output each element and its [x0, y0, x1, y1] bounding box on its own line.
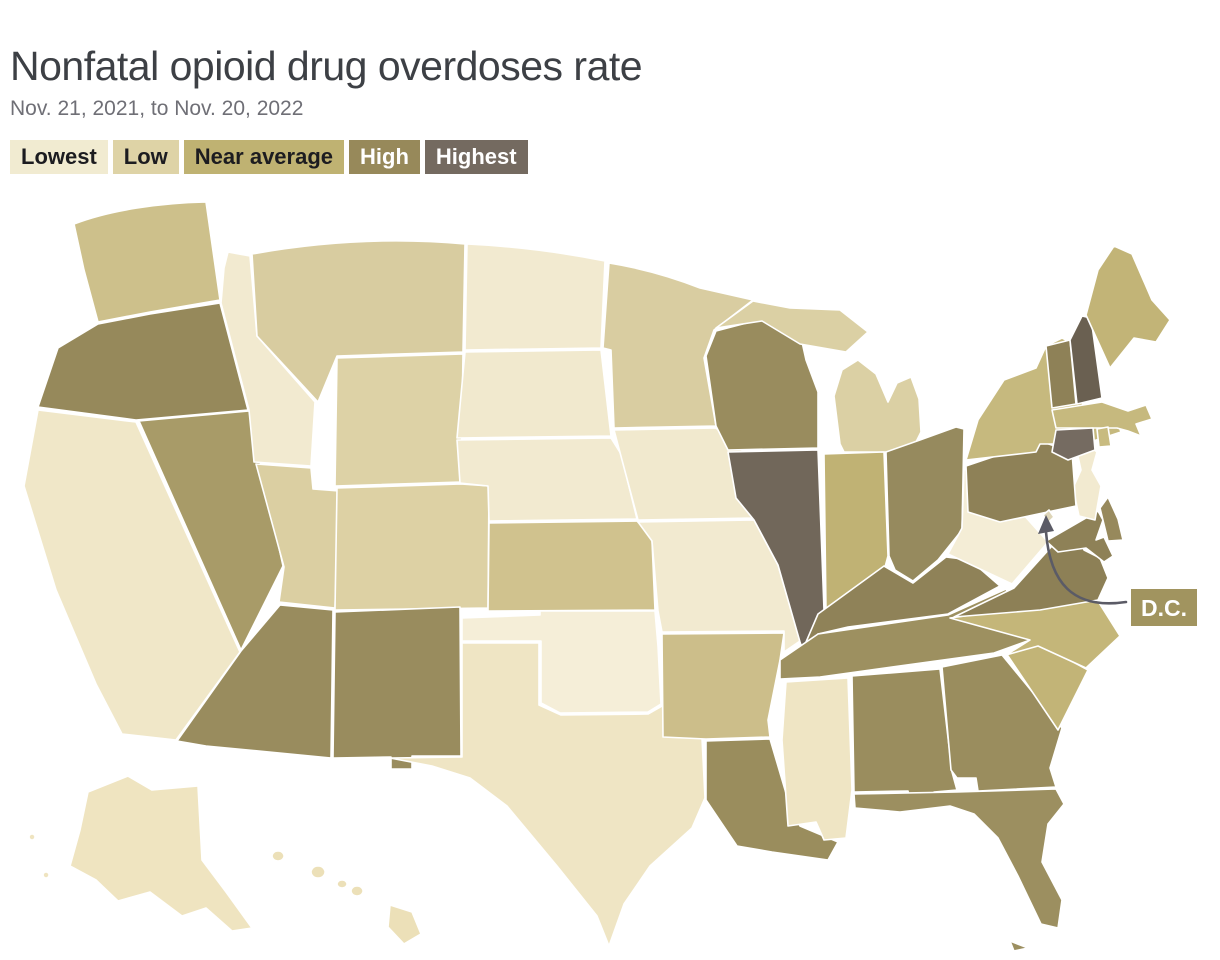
date-range: Nov. 21, 2021, to Nov. 20, 2022 [10, 97, 304, 120]
state-wy[interactable]: Wyoming: Low [334, 353, 464, 487]
state-nm[interactable]: New Mexico: High [332, 606, 462, 770]
state-md[interactable]: Maryland: High [1045, 510, 1114, 563]
state-de[interactable]: Delaware: High [1099, 496, 1124, 542]
state-ne[interactable]: Nebraska: Lowest [456, 437, 638, 522]
dc-callout-chip [1131, 589, 1197, 626]
state-ak[interactable]: Alaska: Lowest [28, 775, 253, 932]
state-nc[interactable]: North Carolina: Near average [949, 597, 1121, 669]
legend-chip-low: Low [112, 140, 179, 174]
state-hi[interactable]: Hawaii: Lowest [271, 850, 422, 945]
state-id[interactable]: Idaho: Lowest [220, 251, 316, 467]
state-or[interactable]: Oregon: High [37, 302, 249, 421]
state-ar[interactable]: Arkansas: Near average [661, 632, 785, 740]
dc-callout-arrow [1044, 530, 1128, 605]
state-ks[interactable]: Kansas: Near average [487, 520, 656, 612]
state-me[interactable]: Maine: Near average [1085, 245, 1171, 369]
dc-callout-arrowhead [1038, 515, 1054, 534]
state-ok[interactable]: Oklahoma: Lowest [461, 610, 662, 714]
legend-chip-near-average: Near average [183, 140, 345, 174]
state-wa[interactable]: Washington: Near average [73, 201, 221, 323]
state-ms[interactable]: Mississippi: Lowest [781, 677, 853, 841]
state-nh[interactable]: New Hampshire: Highest [1069, 315, 1103, 405]
legend-chip-lowest: Lowest [10, 140, 108, 174]
state-az[interactable]: Arizona: High [176, 604, 334, 759]
state-ca[interactable]: California: Lowest [23, 409, 241, 741]
dc-callout: D.C. [1038, 515, 1197, 626]
dc-callout-label: D.C. [1141, 595, 1187, 621]
state-fl[interactable]: Florida: High [853, 788, 1065, 952]
page-title: Nonfatal opioid drug overdoses rate [10, 43, 643, 90]
legend-chip-highest: Highest [424, 140, 528, 174]
legend-chip-high: High [349, 140, 420, 174]
state-la[interactable]: Louisiana: High [705, 738, 839, 861]
state-mt[interactable]: Montana: Low [251, 240, 466, 403]
state-ma[interactable]: Massachusetts: Near average [1051, 401, 1153, 437]
state-tx[interactable]: Texas: Lowest [389, 642, 706, 947]
state-va[interactable]: Virginia: High [953, 529, 1109, 618]
state-sd[interactable]: South Dakota: Lowest [456, 349, 612, 439]
state-co[interactable]: Colorado: Low [334, 483, 490, 611]
states-layer: Washington: Near averageOregon: HighCali… [23, 201, 1171, 952]
state-nd[interactable]: North Dakota: Lowest [464, 243, 606, 351]
state-vt[interactable]: Vermont: High [1045, 339, 1077, 409]
state-ct[interactable]: Connecticut: Highest [1051, 427, 1096, 461]
state-ri[interactable]: Rhode Island: Near average [1096, 426, 1112, 448]
state-mn[interactable]: Minnesota: Low [602, 262, 754, 429]
legend: Lowest Low Near average High Highest [10, 140, 528, 174]
state-al[interactable]: Alabama: High [851, 668, 958, 811]
state-oh[interactable]: Ohio: High [885, 426, 965, 582]
